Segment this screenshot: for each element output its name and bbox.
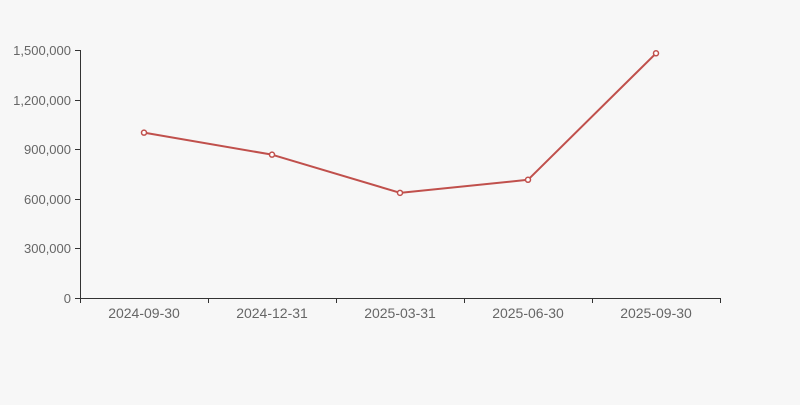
y-axis-label: 1,500,000 xyxy=(13,43,71,58)
y-axis-label: 300,000 xyxy=(24,241,71,256)
y-axis-label: 1,200,000 xyxy=(13,93,71,108)
data-point[interactable] xyxy=(396,189,404,197)
data-point[interactable] xyxy=(140,129,148,136)
y-axis-label: 0 xyxy=(64,291,71,306)
series-line xyxy=(143,52,657,194)
y-axis-label: 900,000 xyxy=(24,142,71,157)
data-point[interactable] xyxy=(652,50,660,57)
data-point[interactable] xyxy=(524,176,532,184)
y-axis-label: 600,000 xyxy=(24,192,71,207)
x-axis-label: 2025-06-30 xyxy=(492,305,564,321)
data-point[interactable] xyxy=(268,151,276,158)
x-axis-label: 2024-09-30 xyxy=(108,305,180,321)
x-axis-label: 2025-09-30 xyxy=(620,305,692,321)
x-axis-label: 2024-12-31 xyxy=(236,305,308,321)
x-axis-label: 2025-03-31 xyxy=(364,305,436,321)
